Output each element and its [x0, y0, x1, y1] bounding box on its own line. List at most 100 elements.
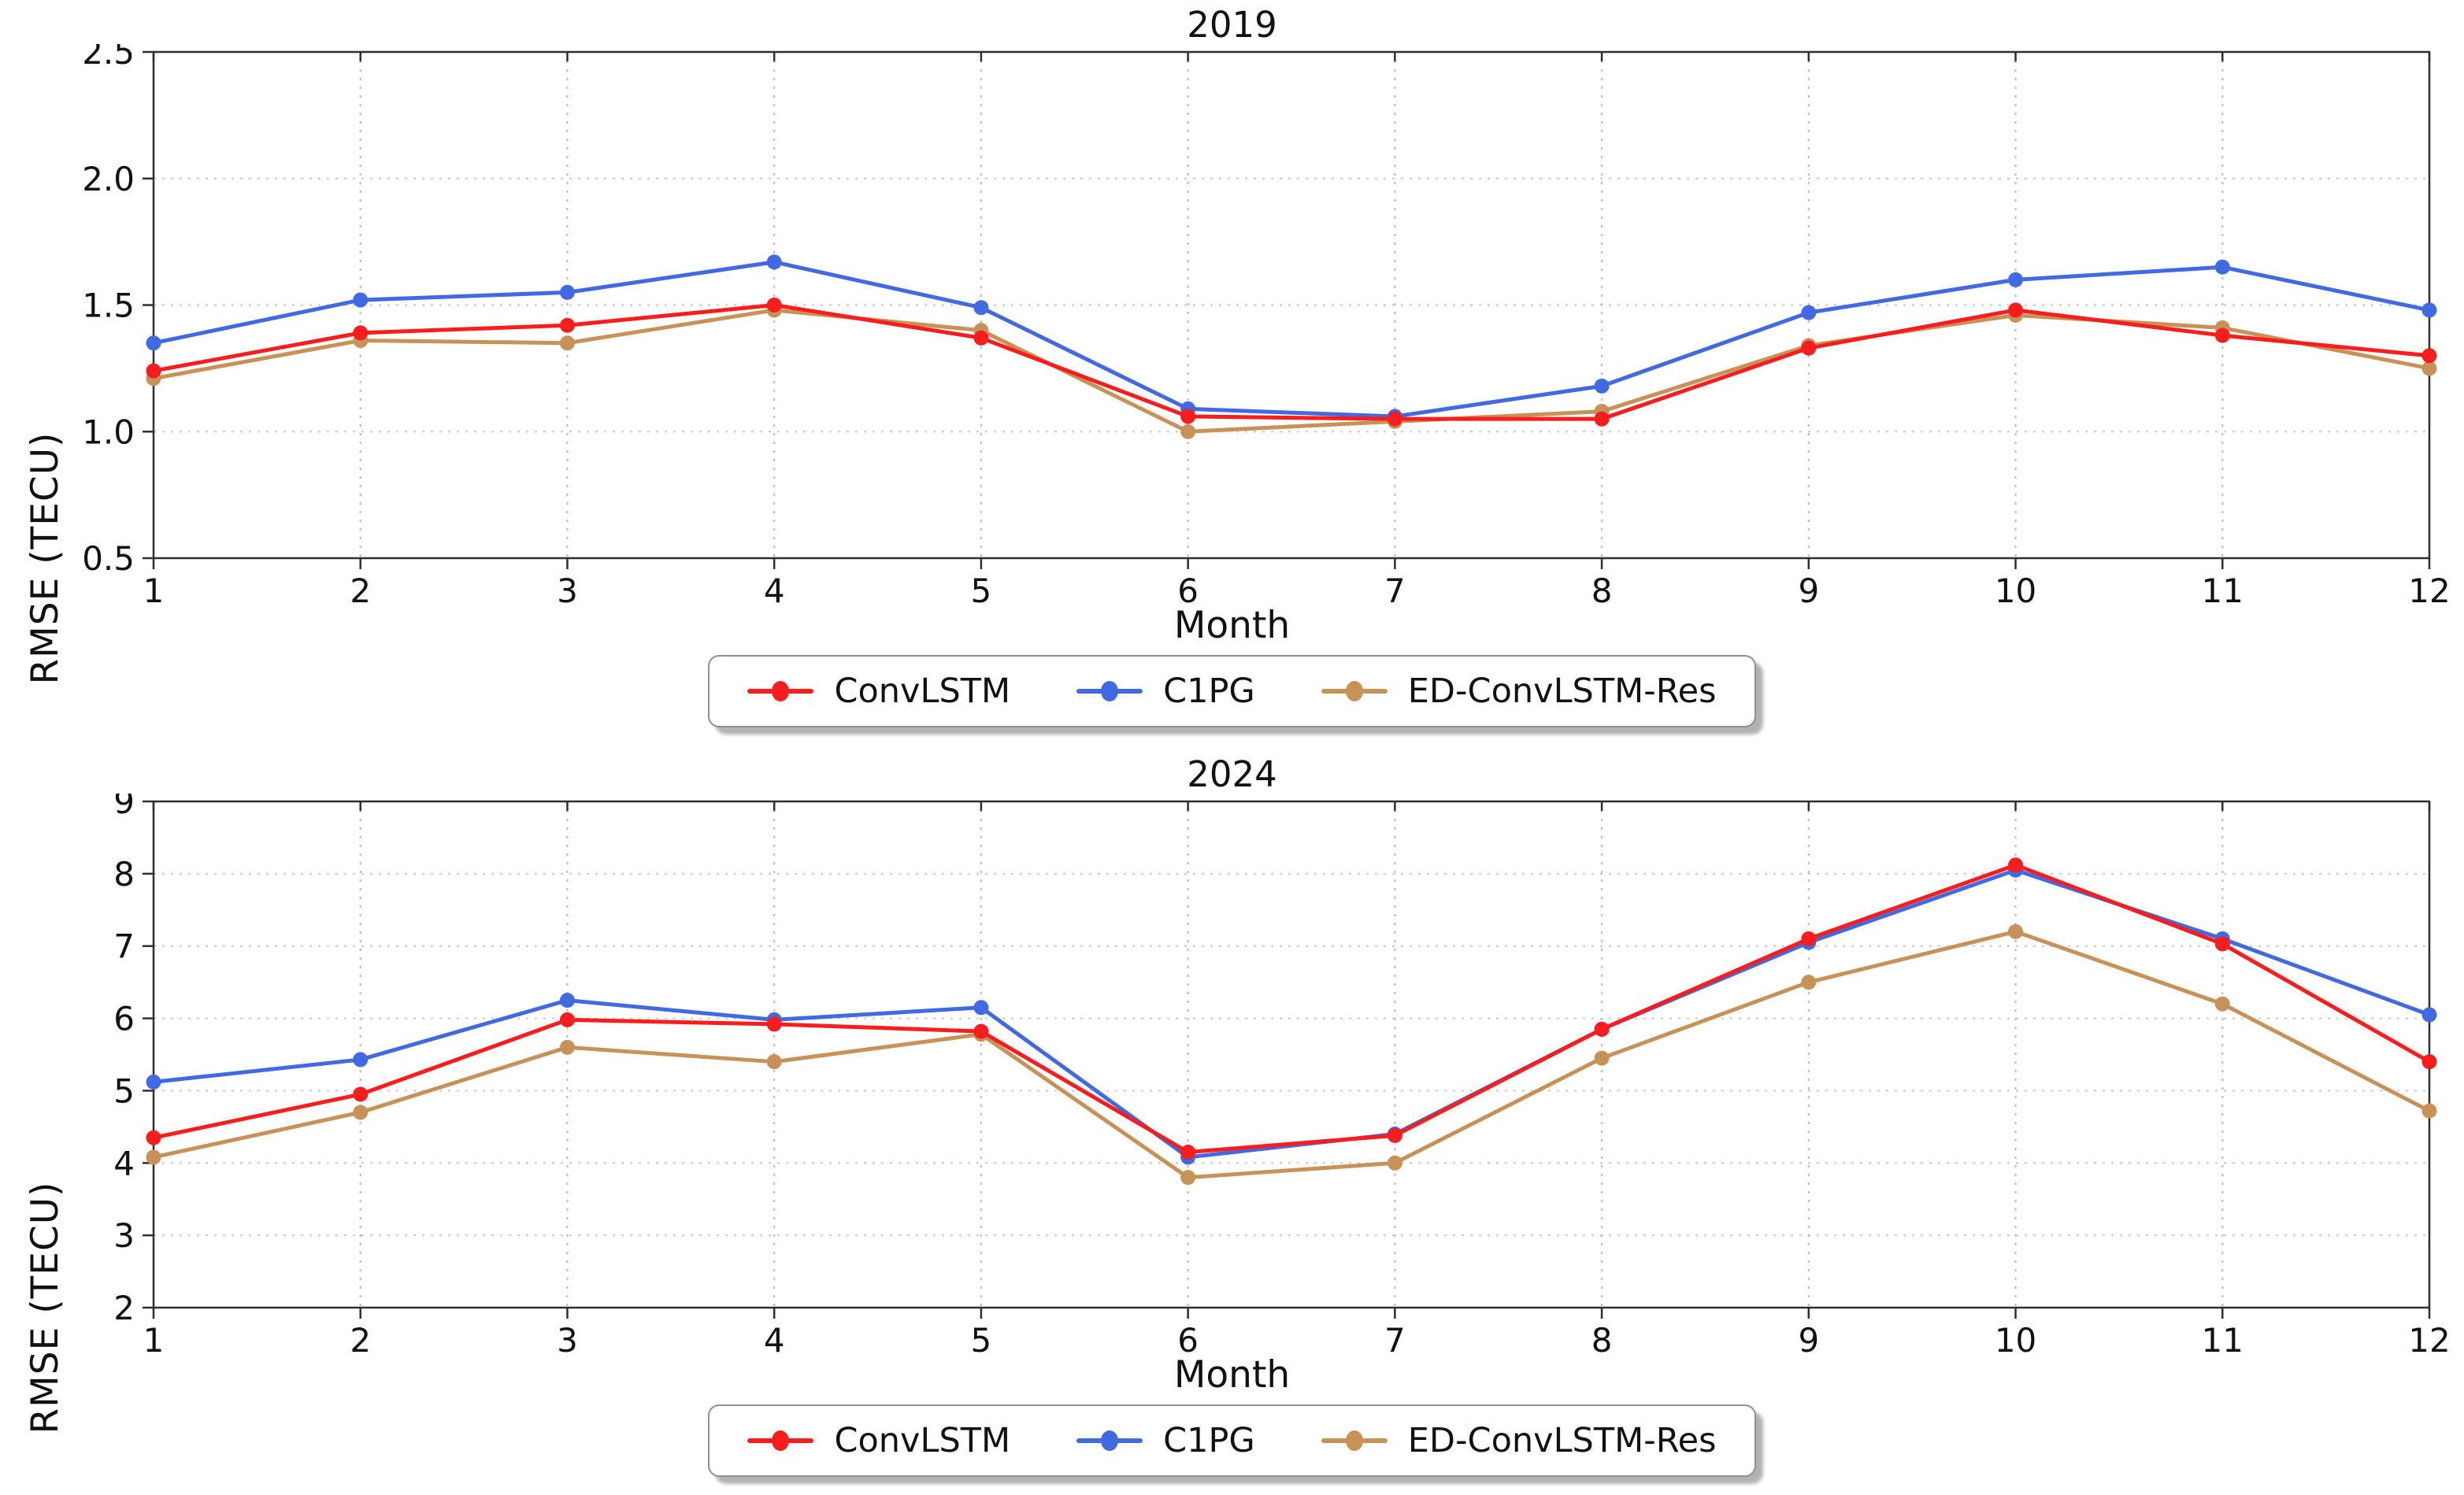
axis-ticks — [143, 800, 2431, 1319]
x-tick-label: 2 — [350, 572, 371, 605]
data-point-ConvLSTM — [766, 1016, 782, 1032]
data-point-ED-ConvLSTM-Res — [559, 335, 575, 351]
y-tick-label: 0.5 — [82, 539, 135, 578]
legend-label: C1PG — [1163, 1420, 1255, 1460]
legend-label: C1PG — [1163, 671, 1255, 711]
series-ConvLSTM — [146, 298, 2437, 427]
legend-label: ED-ConvLSTM-Res — [1407, 1420, 1717, 1460]
legend-label: ConvLSTM — [834, 671, 1011, 711]
data-point-ConvLSTM — [1801, 931, 1817, 947]
y-tick-label: 2.5 — [82, 44, 135, 72]
legend-item-C1PG: C1PG — [1076, 1420, 1255, 1460]
legend-row-2024: ConvLSTM C1PG ED-ConvLSTM-Res — [0, 1404, 2464, 1486]
x-tick-label: 8 — [1591, 1321, 1613, 1354]
data-point-C1PG — [559, 993, 575, 1008]
x-tick-label: 1 — [143, 572, 165, 605]
data-point-ConvLSTM — [1387, 411, 1402, 427]
series-C1PG — [146, 862, 2437, 1165]
data-point-ED-ConvLSTM-Res — [2008, 923, 2024, 939]
data-point-C1PG — [2008, 272, 2024, 287]
x-tick-label: 3 — [557, 1321, 578, 1354]
data-point-ED-ConvLSTM-Res — [559, 1039, 575, 1055]
plot-svg-2019: 1 2 3 4 5 6 7 8 9 10 11 120.51.01.52.02.5 — [82, 44, 2451, 605]
legend-item-ConvLSTM: ConvLSTM — [747, 1420, 1011, 1460]
x-tick-label: 12 — [2408, 572, 2450, 605]
legend-item-ConvLSTM: ConvLSTM — [747, 671, 1011, 711]
data-point-ConvLSTM — [146, 363, 161, 379]
data-point-C1PG — [2421, 1007, 2437, 1023]
y-tick-label: 3 — [113, 1216, 135, 1255]
y-tick-label: 2.0 — [82, 160, 135, 198]
legend-row-2019: ConvLSTM C1PG ED-ConvLSTM-Res — [0, 655, 2464, 737]
data-point-ConvLSTM — [353, 325, 369, 341]
data-point-ConvLSTM — [2421, 1054, 2437, 1070]
data-point-ConvLSTM — [559, 1012, 575, 1027]
data-point-C1PG — [973, 1000, 989, 1016]
data-point-ConvLSTM — [1387, 1127, 1402, 1143]
x-tick-label: 10 — [1995, 1321, 2036, 1354]
legend-line-marker-icon — [1321, 681, 1388, 701]
data-point-C1PG — [1801, 305, 1817, 320]
data-point-ConvLSTM — [973, 330, 989, 346]
y-tick-label: 5 — [113, 1071, 135, 1110]
data-point-C1PG — [146, 1074, 161, 1090]
data-point-ConvLSTM — [1594, 411, 1610, 427]
x-tick-label: 11 — [2202, 572, 2244, 605]
axis-ticks — [143, 50, 2431, 569]
legend-label: ConvLSTM — [834, 1420, 1011, 1460]
x-tick-label: 5 — [971, 1321, 992, 1354]
x-tick-label: 10 — [1995, 572, 2036, 605]
x-tick-label: 4 — [764, 572, 785, 605]
legend-box-2024: ConvLSTM C1PG ED-ConvLSTM-Res — [708, 1404, 1756, 1477]
legend-item-C1PG: C1PG — [1076, 671, 1255, 711]
grid — [154, 52, 2429, 558]
x-tick-label: 9 — [1798, 1321, 1819, 1354]
series-ConvLSTM — [146, 857, 2437, 1160]
y-tick-label: 1.0 — [82, 413, 135, 451]
y-tick-label: 9 — [113, 794, 135, 821]
y-tick-label: 7 — [113, 927, 135, 966]
legend-line-marker-icon — [747, 1430, 814, 1451]
y-axis-label-2024: RMSE (TECU) — [24, 1181, 67, 1434]
data-point-ED-ConvLSTM-Res — [353, 1105, 369, 1120]
data-point-ConvLSTM — [973, 1023, 989, 1039]
y-tick-label: 8 — [113, 855, 135, 894]
x-axis-label-2024: Month — [1173, 1353, 1291, 1397]
legend-box-2019: ConvLSTM C1PG ED-ConvLSTM-Res — [708, 655, 1756, 727]
plot-spines — [152, 50, 2431, 560]
plot-area-2019: 1 2 3 4 5 6 7 8 9 10 11 12 0.5 1.0 1.5 2.0 2.5 RMSE (TEC… — [0, 44, 2464, 684]
data-point-C1PG — [146, 335, 161, 351]
data-point-ED-ConvLSTM-Res — [1387, 1155, 1402, 1171]
x-tick-label: 4 — [764, 1321, 785, 1354]
data-point-ConvLSTM — [1801, 340, 1817, 356]
x-tick-label: 8 — [1591, 572, 1613, 605]
legend-line-marker-icon — [1076, 681, 1143, 701]
x-tick-label: 3 — [557, 572, 578, 605]
chart-2024: 2024 1 2 3 4 5 6 7 8 9 10 11 12 2 3 4 5 6 7 8 9 RMSE (TECU)… — [0, 749, 2464, 1486]
legend-item-ED-ConvLSTM-Res: ED-ConvLSTM-Res — [1321, 674, 1717, 709]
x-tick-label: 5 — [971, 572, 992, 605]
data-point-C1PG — [1594, 378, 1610, 394]
data-point-ConvLSTM — [1180, 409, 1196, 424]
data-point-ConvLSTM — [2421, 348, 2437, 364]
legend-line-marker-icon — [1321, 1430, 1388, 1451]
data-point-ConvLSTM — [766, 298, 782, 313]
data-point-ConvLSTM — [2214, 936, 2230, 952]
legend-item-ED-ConvLSTM-Res: ED-ConvLSTM-Res — [1321, 1420, 1717, 1460]
data-point-ConvLSTM — [353, 1086, 369, 1102]
plot-spines — [152, 800, 2431, 1309]
data-point-C1PG — [353, 292, 369, 308]
data-point-ED-ConvLSTM-Res — [1801, 975, 1817, 990]
data-point-ConvLSTM — [2008, 857, 2024, 873]
chart-title-2019: 2019 — [1187, 4, 1277, 46]
data-point-C1PG — [973, 300, 989, 316]
y-tick-label: 2 — [113, 1289, 135, 1327]
data-point-ConvLSTM — [146, 1130, 161, 1145]
data-point-ED-ConvLSTM-Res — [146, 1149, 161, 1165]
data-point-ConvLSTM — [1180, 1145, 1196, 1160]
grid — [154, 801, 2429, 1308]
plot-area-2024: 1 2 3 4 5 6 7 8 9 10 11 12 2 3 4 5 6 7 8 9 RMSE (TECU) — [0, 794, 2464, 1434]
data-point-ED-ConvLSTM-Res — [1180, 424, 1196, 439]
